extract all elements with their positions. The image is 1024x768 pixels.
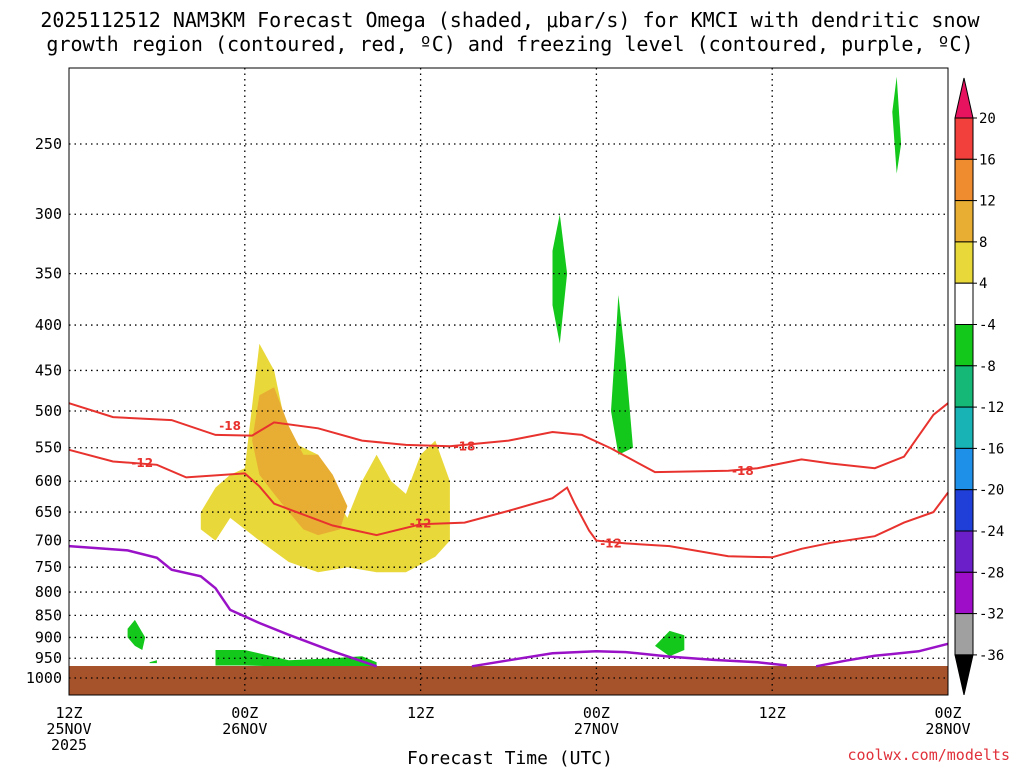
x-axis-label: Forecast Time (UTC) — [407, 748, 613, 768]
x-tick-1-line-1: 26NOV — [222, 720, 267, 738]
y-tick-600: 600 — [35, 472, 62, 490]
contour-label-5: -12 — [600, 536, 622, 550]
y-tick-800: 800 — [35, 583, 62, 601]
y-tick-750: 750 — [35, 558, 62, 576]
y-tick-500: 500 — [35, 402, 62, 420]
omega-region-12 — [552, 214, 568, 344]
y-tick-700: 700 — [35, 532, 62, 550]
colorbar-label-12: -32 — [979, 607, 1004, 623]
y-tick-650: 650 — [35, 503, 62, 521]
plot-frame — [68, 67, 949, 696]
x-tick-0-line-0: 12Z — [55, 704, 82, 722]
x-tick-0-line-2: 2025 — [51, 736, 87, 754]
colorbar-segment-2 — [954, 158, 974, 202]
contour-minus12 — [68, 448, 949, 559]
y-tick-450: 450 — [35, 361, 62, 379]
colorbar-label-7: -12 — [979, 400, 1004, 416]
freezing-level-line-2 — [471, 650, 788, 668]
omega-region-5 — [633, 551, 655, 597]
y-tick-850: 850 — [35, 606, 62, 624]
contour-minus18 — [68, 402, 949, 474]
y-tick-300: 300 — [35, 205, 62, 223]
colorbar-segment-9 — [954, 447, 974, 491]
omega-region-17 — [215, 650, 377, 669]
omega-region-8 — [874, 214, 885, 325]
time-gridlines — [244, 68, 773, 695]
omega-region-15 — [127, 619, 146, 650]
freezing-level-line-1 — [68, 544, 378, 668]
y-tick-250: 250 — [35, 135, 62, 153]
colorbar-label-6: -8 — [979, 359, 996, 375]
colorbar-label-8: -16 — [979, 441, 1004, 457]
colorbar-segment-6 — [954, 324, 974, 367]
colorbar-label-10: -24 — [979, 524, 1004, 540]
colorbar-label-1: 16 — [979, 152, 996, 168]
y-tick-950: 950 — [35, 649, 62, 667]
x-tick-1-line-0: 00Z — [231, 704, 258, 722]
colorbar-label-0: 20 — [979, 111, 996, 127]
omega-region-6 — [684, 572, 721, 625]
colorbar-segment-5 — [954, 282, 974, 326]
colorbar-segment-3 — [954, 200, 974, 243]
colorbar: 20 16 12 8 4 -4 -8 -12 -16 -20 -24 -28 -32 -36 — [954, 77, 1004, 696]
y-tick-350: 350 — [35, 265, 62, 283]
contour-label-1: -18 — [454, 439, 476, 453]
colorbar-segment-13 — [954, 613, 974, 656]
omega-region-11 — [252, 387, 348, 536]
colorbar-segment-12 — [954, 571, 974, 615]
omega-region-16 — [149, 660, 157, 664]
x-tick-4-line-0: 12Z — [759, 704, 786, 722]
omega-region-1 — [215, 250, 253, 396]
y-tick-400: 400 — [35, 316, 62, 334]
y-tick-900: 900 — [35, 628, 62, 646]
omega-region-7 — [801, 295, 824, 340]
chart-title-line-1: 2025112512 NAM3KM Forecast Omega (shaded… — [40, 8, 980, 32]
colorbar-segment-7 — [954, 365, 974, 408]
colorbar-segment-8 — [954, 406, 974, 449]
colorbar-label-2: 12 — [979, 194, 996, 210]
contour-label-3: -12 — [131, 456, 153, 470]
omega-region-3 — [577, 111, 590, 326]
y-tick-550: 550 — [35, 439, 62, 457]
x-tick-0-line-1: 25NOV — [46, 720, 91, 738]
freezing-level-line-3 — [815, 642, 949, 668]
credit-text: coolwx.com/modelts — [847, 746, 1010, 764]
colorbar-top-arrow — [954, 77, 974, 119]
contour-label-4: -12 — [410, 517, 432, 531]
omega-region-13 — [611, 295, 633, 455]
colorbar-label-13: -36 — [979, 648, 1004, 664]
x-tick-5-line-0: 00Z — [934, 704, 961, 722]
x-tick-5-line-1: 28NOV — [925, 720, 970, 738]
colorbar-segment-4 — [954, 241, 974, 284]
colorbar-label-5: -4 — [979, 318, 996, 334]
colorbar-label-3: 8 — [979, 235, 987, 251]
ground-fill — [69, 666, 948, 695]
colorbar-label-9: -20 — [979, 483, 1004, 499]
chart-title-line-2: growth region (contoured, red, ºC) and f… — [46, 32, 973, 56]
pressure-gridlines — [69, 143, 948, 679]
colorbar-segment-11 — [954, 530, 974, 573]
x-tick-3-line-0: 00Z — [583, 704, 610, 722]
colorbar-label-4: 4 — [979, 276, 987, 292]
y-tick-1000: 1000 — [26, 669, 62, 687]
y-axis-tick-labels: 250 300 350 400 450 500 550 600 650 700 750 800 850 9… — [26, 135, 62, 687]
contour-label-2: -18 — [732, 464, 754, 478]
omega-region-4 — [596, 506, 626, 602]
omega-region-14 — [892, 76, 902, 174]
x-tick-2-line-0: 12Z — [407, 704, 434, 722]
colorbar-segment-10 — [954, 489, 974, 532]
colorbar-segment-1 — [954, 117, 974, 160]
colorbar-bottom-arrow — [954, 654, 974, 696]
omega-shaded-regions — [127, 38, 902, 669]
plot-area: -18 -18 -18 -12 -12 -12 — [68, 38, 949, 696]
colorbar-label-11: -28 — [979, 565, 1004, 581]
x-tick-3-line-1: 27NOV — [574, 720, 619, 738]
temperature-contours: -18 -18 -18 -12 -12 -12 — [68, 402, 949, 668]
contour-label-0: -18 — [219, 419, 241, 433]
omega-region-18 — [655, 630, 685, 657]
